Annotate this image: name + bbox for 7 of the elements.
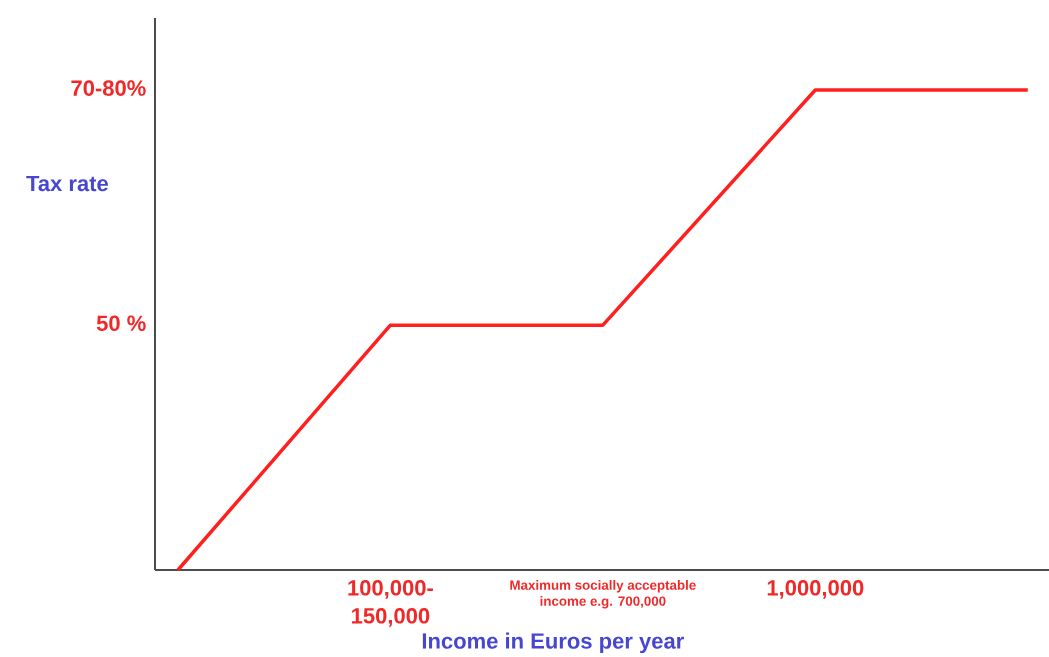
x-tick-label: 100,000-150,000 bbox=[348, 580, 433, 627]
text: 70-80% bbox=[71, 80, 146, 96]
x-axis-title: Income in Euros per year bbox=[422, 632, 684, 654]
y-axis-title: Tax rate bbox=[26, 175, 108, 192]
x-tick-label: Maximum socially acceptable income e.g. 700,000 bbox=[510, 580, 696, 609]
x-tick-label: 1,000,000 bbox=[767, 580, 864, 599]
text: 50 % bbox=[96, 315, 146, 332]
